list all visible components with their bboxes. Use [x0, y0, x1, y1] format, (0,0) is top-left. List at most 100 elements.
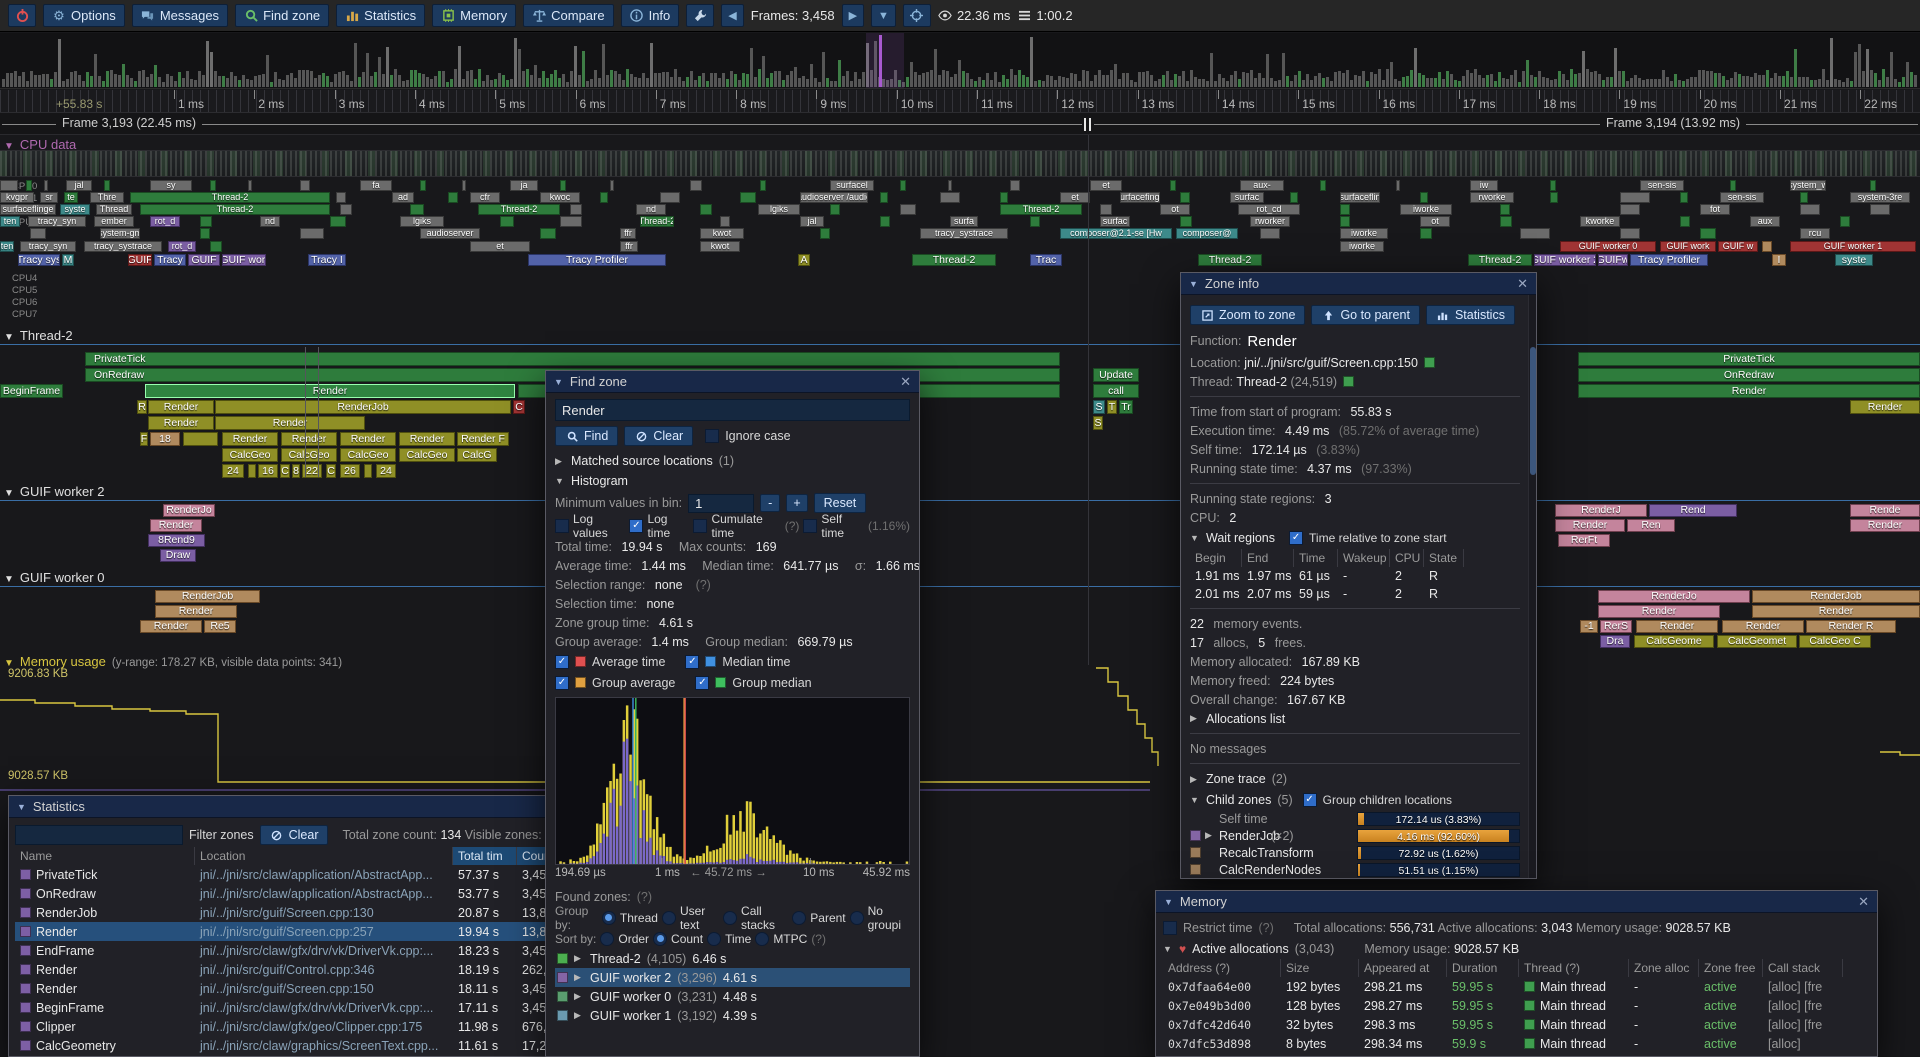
messages-button[interactable]: Messages — [131, 4, 229, 27]
timeline-zone[interactable]: fa — [360, 180, 392, 191]
help-marker[interactable]: (1.16%) — [867, 519, 910, 533]
timeline-zone[interactable] — [1010, 180, 1020, 191]
allocation-row[interactable]: 0x7dfaa64e00 192 bytes 298.21 ms 59.95 s Mai… — [1163, 977, 1870, 996]
timeline-zone[interactable] — [1320, 180, 1326, 191]
child-zone-row[interactable]: Self time 172.14 us (3.83%) — [1190, 810, 1520, 827]
timeline-zone[interactable]: audioserver /audio — [800, 192, 868, 203]
timeline-zone[interactable]: Render — [1850, 519, 1920, 532]
timeline-zone[interactable] — [410, 204, 424, 215]
column-header-appeared-at[interactable]: Appeared at — [1359, 959, 1447, 977]
zone-statistics-button[interactable]: Statistics — [1425, 305, 1515, 325]
timeline-zone[interactable] — [330, 216, 346, 227]
frame-time-strip[interactable] — [0, 33, 1920, 89]
timeline-zone[interactable]: CalcGeome — [1634, 635, 1714, 648]
timeline-zone[interactable]: CalcGeomet — [1717, 635, 1797, 648]
selected-frame-bar[interactable] — [879, 35, 882, 87]
timeline-zone[interactable]: BeginFrame — [0, 384, 63, 398]
timeline-zone[interactable]: Thread-2 — [478, 204, 560, 215]
checkbox-log-values[interactable] — [555, 519, 569, 533]
timeline-zone[interactable]: GUIF w — [1718, 241, 1758, 252]
timeline-zone[interactable] — [200, 216, 212, 227]
timeline-zone[interactable]: Re5 — [204, 620, 236, 633]
timeline-zone[interactable] — [44, 180, 48, 191]
column-header-name[interactable]: Name — [15, 847, 195, 865]
timeline-zone[interactable]: jal — [66, 180, 92, 191]
timeline-zone[interactable] — [1170, 180, 1176, 191]
timeline-zone[interactable] — [560, 216, 582, 227]
timeline-area[interactable]: ▼ CPU data ▼ Thread-2 ▼ GUIF worker 2 ▼ GUIF wo… — [0, 135, 1920, 800]
statistics-button[interactable]: Statistics — [336, 4, 426, 27]
child-zone-row[interactable]: ▶ RenderJob (×2) 4.16 ms (92.60%) — [1190, 827, 1520, 844]
legend-checkbox[interactable] — [695, 675, 710, 690]
timeline-zone[interactable]: Render — [222, 432, 278, 446]
help-marker[interactable]: (?) — [811, 931, 826, 946]
timeline-zone[interactable] — [1800, 192, 1808, 203]
timeline-zone[interactable] — [336, 192, 346, 203]
timeline-zone[interactable] — [660, 192, 680, 203]
timeline-zone[interactable]: I — [1772, 254, 1786, 266]
column-header-address-[interactable]: Address (?) — [1163, 959, 1281, 977]
source-swatch[interactable] — [1423, 357, 1435, 368]
timeline-zone[interactable]: surfaceflin — [1340, 192, 1380, 203]
timeline-zone[interactable] — [1396, 180, 1400, 191]
timeline-zone[interactable] — [210, 241, 222, 252]
timeline-zone[interactable]: rworker — [1250, 216, 1290, 227]
timeline-zone[interactable]: Render — [281, 432, 337, 446]
help-marker[interactable]: (?) — [636, 890, 653, 904]
timeline-zone[interactable] — [720, 216, 730, 227]
timeline-zone[interactable] — [1420, 192, 1428, 203]
timeline-zone[interactable]: ten — [0, 216, 20, 227]
timeline-zone[interactable]: RenderJo — [163, 504, 215, 517]
timeline-zone[interactable] — [1180, 192, 1190, 203]
timeline-zone[interactable]: Render F — [457, 432, 509, 446]
timeline-zone[interactable]: Tracy Profiler — [1630, 254, 1708, 266]
timeline-zone[interactable]: RenderJo — [1598, 590, 1750, 603]
timeline-zone[interactable]: Render — [145, 384, 515, 398]
legend-checkbox[interactable] — [555, 654, 569, 669]
timeline-zone[interactable]: Tracy sys — [18, 254, 60, 266]
collapse-triangle-icon[interactable]: ▼ — [4, 141, 14, 152]
expander-icon[interactable]: ▼ — [555, 476, 564, 486]
timeline-zone[interactable]: surfacefinge — [1120, 192, 1160, 203]
allocation-row[interactable]: 0x7dfc53d898 8 bytes 298.34 ms 59.9 s Main t… — [1163, 1034, 1870, 1053]
timeline-zone[interactable]: PrivateTick — [1578, 352, 1920, 366]
sort-by-radio-time[interactable] — [707, 931, 722, 946]
timeline-zone[interactable] — [300, 228, 324, 239]
timeline-zone[interactable]: GUIF worker 0 — [1560, 241, 1656, 252]
timeline-zone[interactable]: GUIF — [128, 254, 152, 266]
timeline-zone[interactable] — [540, 228, 556, 239]
timeline-zone[interactable] — [364, 464, 372, 478]
sort-by-radio-order[interactable] — [600, 931, 615, 946]
timeline-zone[interactable] — [462, 180, 466, 191]
timeline-zone[interactable] — [448, 192, 458, 203]
timeline-zone[interactable]: GUIF work — [1660, 241, 1716, 252]
collapse-triangle-icon[interactable]: ▼ — [4, 574, 14, 585]
timeline-zone[interactable]: Thread-2 — [1000, 204, 1082, 215]
timeline-zone[interactable] — [1500, 216, 1512, 227]
column-header-zone-alloc[interactable]: Zone alloc — [1629, 959, 1699, 977]
timeline-zone[interactable] — [880, 192, 888, 203]
timeline-zone[interactable]: fot — [1700, 204, 1730, 215]
timeline-zone[interactable] — [1870, 204, 1890, 215]
timeline-zone[interactable]: surfaceflinge — [0, 204, 56, 215]
section-header-guif-worker-2[interactable]: ▼ GUIF worker 2 — [4, 484, 104, 499]
timeline-zone[interactable]: ember — [94, 216, 134, 227]
options-button[interactable]: ⚙ Options — [43, 4, 125, 27]
timeline-zone[interactable]: system-gm — [100, 228, 140, 239]
timeline-zone[interactable]: C — [326, 464, 336, 478]
allocation-row[interactable]: 0x7dfc42d640 32 bytes 298.3 ms 59.95 s Main … — [1163, 1015, 1870, 1034]
timeline-zone[interactable] — [210, 180, 216, 191]
timeline-zone[interactable]: Thread-2 — [130, 192, 330, 203]
timeline-zone[interactable]: Thre — [90, 192, 124, 203]
find-button[interactable]: Find — [555, 426, 619, 446]
timeline-zone[interactable] — [820, 228, 830, 239]
timeline-zone[interactable]: 24 — [222, 464, 244, 478]
timeline-zone[interactable]: iworke — [1340, 241, 1384, 252]
timeline-zone[interactable]: RenderJ — [1555, 504, 1647, 517]
timeline-zone[interactable]: tracy_systrace — [920, 228, 1008, 239]
timeline-zone[interactable] — [1290, 192, 1298, 203]
timeline-zone[interactable]: aux- — [1240, 180, 1284, 191]
timeline-zone[interactable]: kwot — [700, 228, 744, 239]
timeline-zone[interactable]: lgiks — [758, 204, 800, 215]
memory-button[interactable]: Memory — [432, 4, 517, 27]
